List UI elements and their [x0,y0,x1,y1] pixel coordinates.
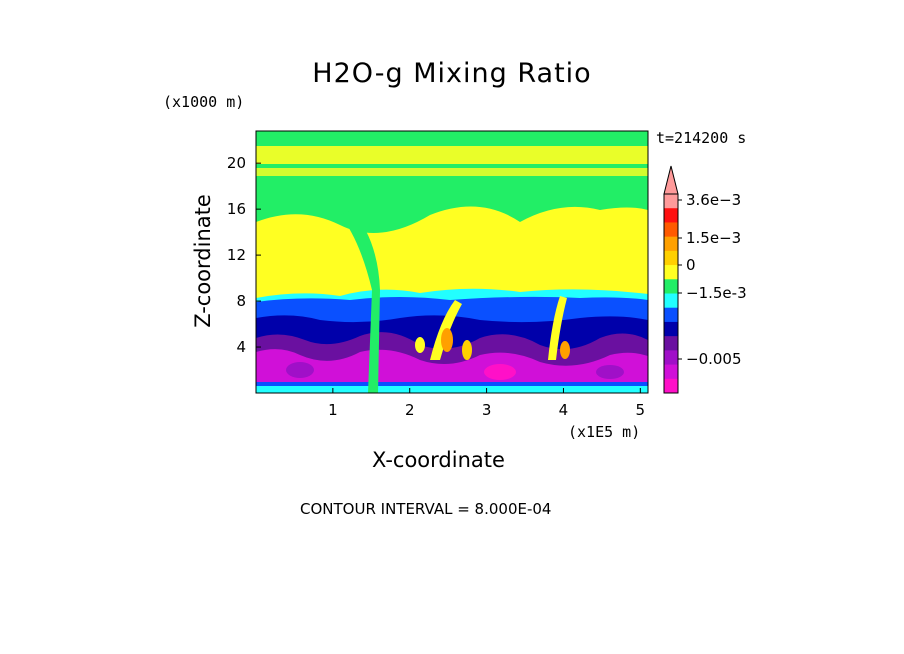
convective-plume [548,296,567,360]
contour-interval-note: CONTOUR INTERVAL = 8.000E-04 [300,500,552,518]
surface-cyan-band [256,386,648,393]
colorbar-swatch [664,222,678,238]
y-tick-label: 16 [227,200,246,218]
y-tick-label: 20 [227,154,246,172]
moist-anomaly [560,341,570,359]
y-tick-label: 8 [236,292,246,310]
plot-area [256,131,648,393]
colorbar-swatch [664,321,678,337]
upper-yellow-band-2 [256,168,648,176]
dry-pocket [286,362,314,378]
colorbar-swatch [664,194,678,209]
colorbar-label: −1.5e-3 [686,284,747,302]
y-axis-unit: (x1000 m) [163,93,245,111]
colorbar-swatch [664,279,678,294]
colorbar-swatch [664,250,678,266]
time-label: t=214200 s [656,129,747,147]
x-tick-label: 5 [636,401,646,419]
x-tick-label: 1 [328,401,338,419]
mid-yellow-region [256,206,648,300]
colorbar-swatch [664,378,678,394]
colorbar-extend-arrow [663,165,679,195]
colorbar-label: −0.005 [686,350,742,368]
colorbar: 3.6e−3 1.5e−3 0 −1.5e-3 −0.005 [663,165,747,394]
colorbar-swatch [664,265,678,280]
colorbar-swatch [664,208,678,223]
colorbar-swatch [664,364,678,380]
colorbar-swatch [664,350,678,366]
x-tick-label: 2 [405,401,415,419]
surface-blue-line [256,382,648,386]
x-tick-label: 3 [482,401,492,419]
convective-plume [340,210,380,393]
y-tick-label: 4 [236,338,246,356]
x-tick-label: 4 [559,401,569,419]
chart-title: H2O-g Mixing Ratio [312,58,592,89]
dry-pocket [484,364,516,380]
x-axis-unit: (x1E5 m) [568,423,641,441]
plot-frame [255,130,649,394]
colorbar-label: 3.6e−3 [686,191,741,209]
colorbar-swatch [664,293,678,309]
moist-anomaly [441,328,453,352]
moist-anomaly [415,337,425,353]
colorbar-swatch [664,236,678,252]
colorbar-label: 0 [686,256,696,274]
colorbar-swatch [664,336,678,351]
x-axis-label: X-coordinate [372,448,505,472]
dry-pocket [596,365,624,379]
colorbar-swatch [664,307,678,323]
y-tick-label: 12 [227,246,246,264]
upper-yellow-band [256,146,648,164]
moist-anomaly [462,340,472,360]
colorbar-label: 1.5e−3 [686,229,741,247]
